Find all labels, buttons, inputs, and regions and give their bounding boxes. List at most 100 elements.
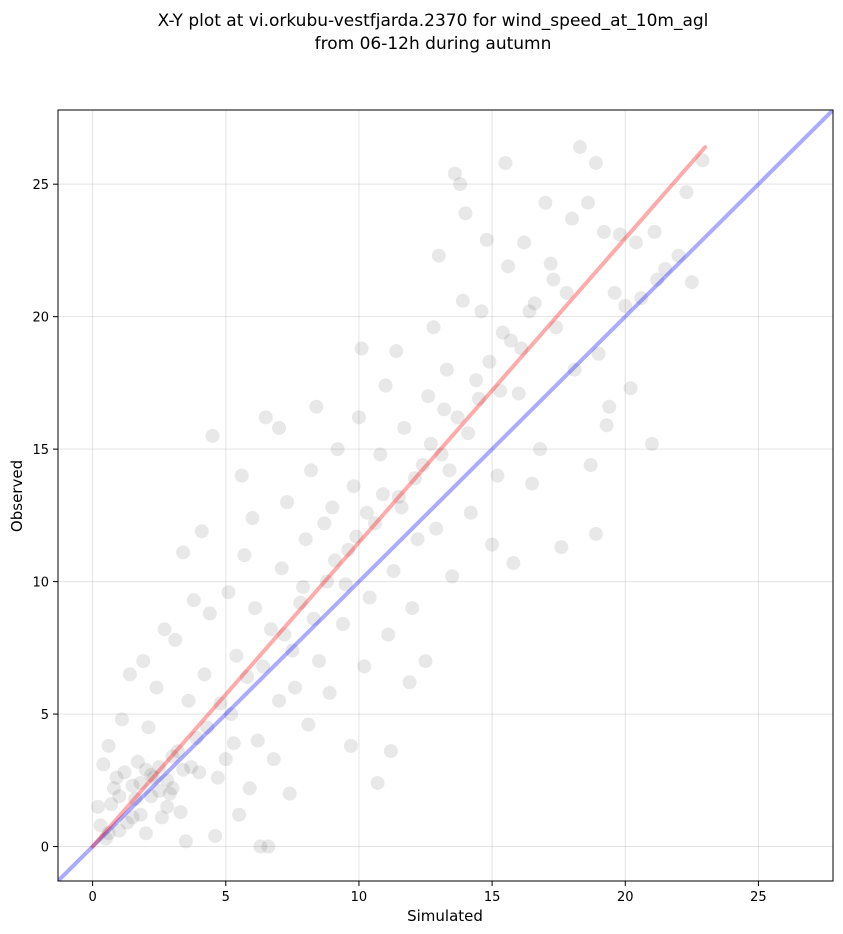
data-point <box>152 760 167 775</box>
data-point <box>351 410 366 425</box>
y-tick-label: 0 <box>41 841 49 856</box>
data-point <box>229 648 244 663</box>
data-point <box>527 296 542 311</box>
data-point <box>517 235 532 250</box>
data-point <box>397 420 412 435</box>
data-point <box>224 707 239 722</box>
data-point <box>370 775 385 790</box>
data-point <box>498 155 513 170</box>
data-point <box>176 762 191 777</box>
data-point <box>170 744 185 759</box>
data-point <box>469 373 484 388</box>
data-point <box>695 153 710 168</box>
y-tick-label: 25 <box>32 178 49 193</box>
data-point <box>437 402 452 417</box>
data-point <box>136 654 151 669</box>
data-point <box>375 487 390 502</box>
data-point <box>165 781 180 796</box>
data-point <box>242 781 257 796</box>
data-point <box>104 797 119 812</box>
data-point <box>453 177 468 192</box>
data-point <box>522 304 537 319</box>
data-point <box>327 553 342 568</box>
x-tick-label: 5 <box>222 890 230 905</box>
data-point <box>306 611 321 626</box>
data-point <box>338 577 353 592</box>
data-point <box>485 537 500 552</box>
data-point <box>128 791 143 806</box>
data-point <box>607 285 622 300</box>
data-point <box>423 436 438 451</box>
data-point <box>138 762 153 777</box>
data-point <box>554 540 569 555</box>
data-point <box>471 391 486 406</box>
data-point <box>234 468 249 483</box>
data-point <box>386 564 401 579</box>
data-point <box>160 799 175 814</box>
data-point <box>431 248 446 263</box>
data-point <box>495 325 510 340</box>
y-tick-label: 10 <box>32 576 49 591</box>
data-point <box>194 524 209 539</box>
data-point <box>612 227 627 242</box>
data-point <box>253 839 268 854</box>
data-point <box>389 344 404 359</box>
data-point <box>106 781 121 796</box>
data-point <box>117 765 132 780</box>
data-point <box>141 720 156 735</box>
plot-frame <box>57 109 834 882</box>
data-point <box>181 693 196 708</box>
data-point <box>455 293 470 308</box>
data-point <box>354 341 369 356</box>
data-point <box>125 810 140 825</box>
data-point <box>293 595 308 610</box>
data-point <box>277 627 292 642</box>
data-point <box>391 489 406 504</box>
data-point <box>596 224 611 239</box>
data-point <box>133 807 148 822</box>
data-point <box>168 632 183 647</box>
data-point <box>644 436 659 451</box>
data-point <box>402 675 417 690</box>
data-point <box>173 805 188 820</box>
data-point <box>429 521 444 536</box>
data-point <box>186 593 201 608</box>
data-point <box>572 140 587 155</box>
data-point <box>463 505 478 520</box>
data-point <box>503 333 518 348</box>
data-point <box>335 617 350 631</box>
data-point <box>599 418 614 433</box>
data-point <box>189 730 204 745</box>
data-point <box>647 224 662 239</box>
data-point <box>359 505 374 520</box>
data-point <box>237 548 252 563</box>
data-point <box>101 738 116 753</box>
data-point <box>133 775 148 790</box>
data-point <box>588 526 603 541</box>
data-point <box>628 235 643 250</box>
data-point <box>567 362 582 377</box>
data-point <box>208 828 223 843</box>
data-point <box>248 601 263 616</box>
x-tick-label: 20 <box>617 890 634 905</box>
data-point <box>157 622 172 637</box>
data-point <box>200 720 215 735</box>
data-point <box>98 831 113 846</box>
data-point <box>439 362 454 377</box>
data-point <box>383 744 398 759</box>
data-point <box>490 468 505 483</box>
data-point <box>138 826 153 841</box>
data-point <box>580 195 595 210</box>
data-point <box>394 500 409 515</box>
data-point <box>112 823 127 838</box>
data-point <box>192 765 207 780</box>
data-point <box>296 579 311 594</box>
data-point <box>474 304 489 319</box>
regression-line <box>90 145 708 849</box>
chart-title-line-2: from 06-12h during autumn <box>315 34 552 54</box>
data-point <box>112 789 127 804</box>
data-point <box>362 590 377 605</box>
chart-title-line-1: X-Y plot at vi.orkubu-vestfjarda.2370 fo… <box>158 11 709 31</box>
data-point <box>357 659 372 674</box>
